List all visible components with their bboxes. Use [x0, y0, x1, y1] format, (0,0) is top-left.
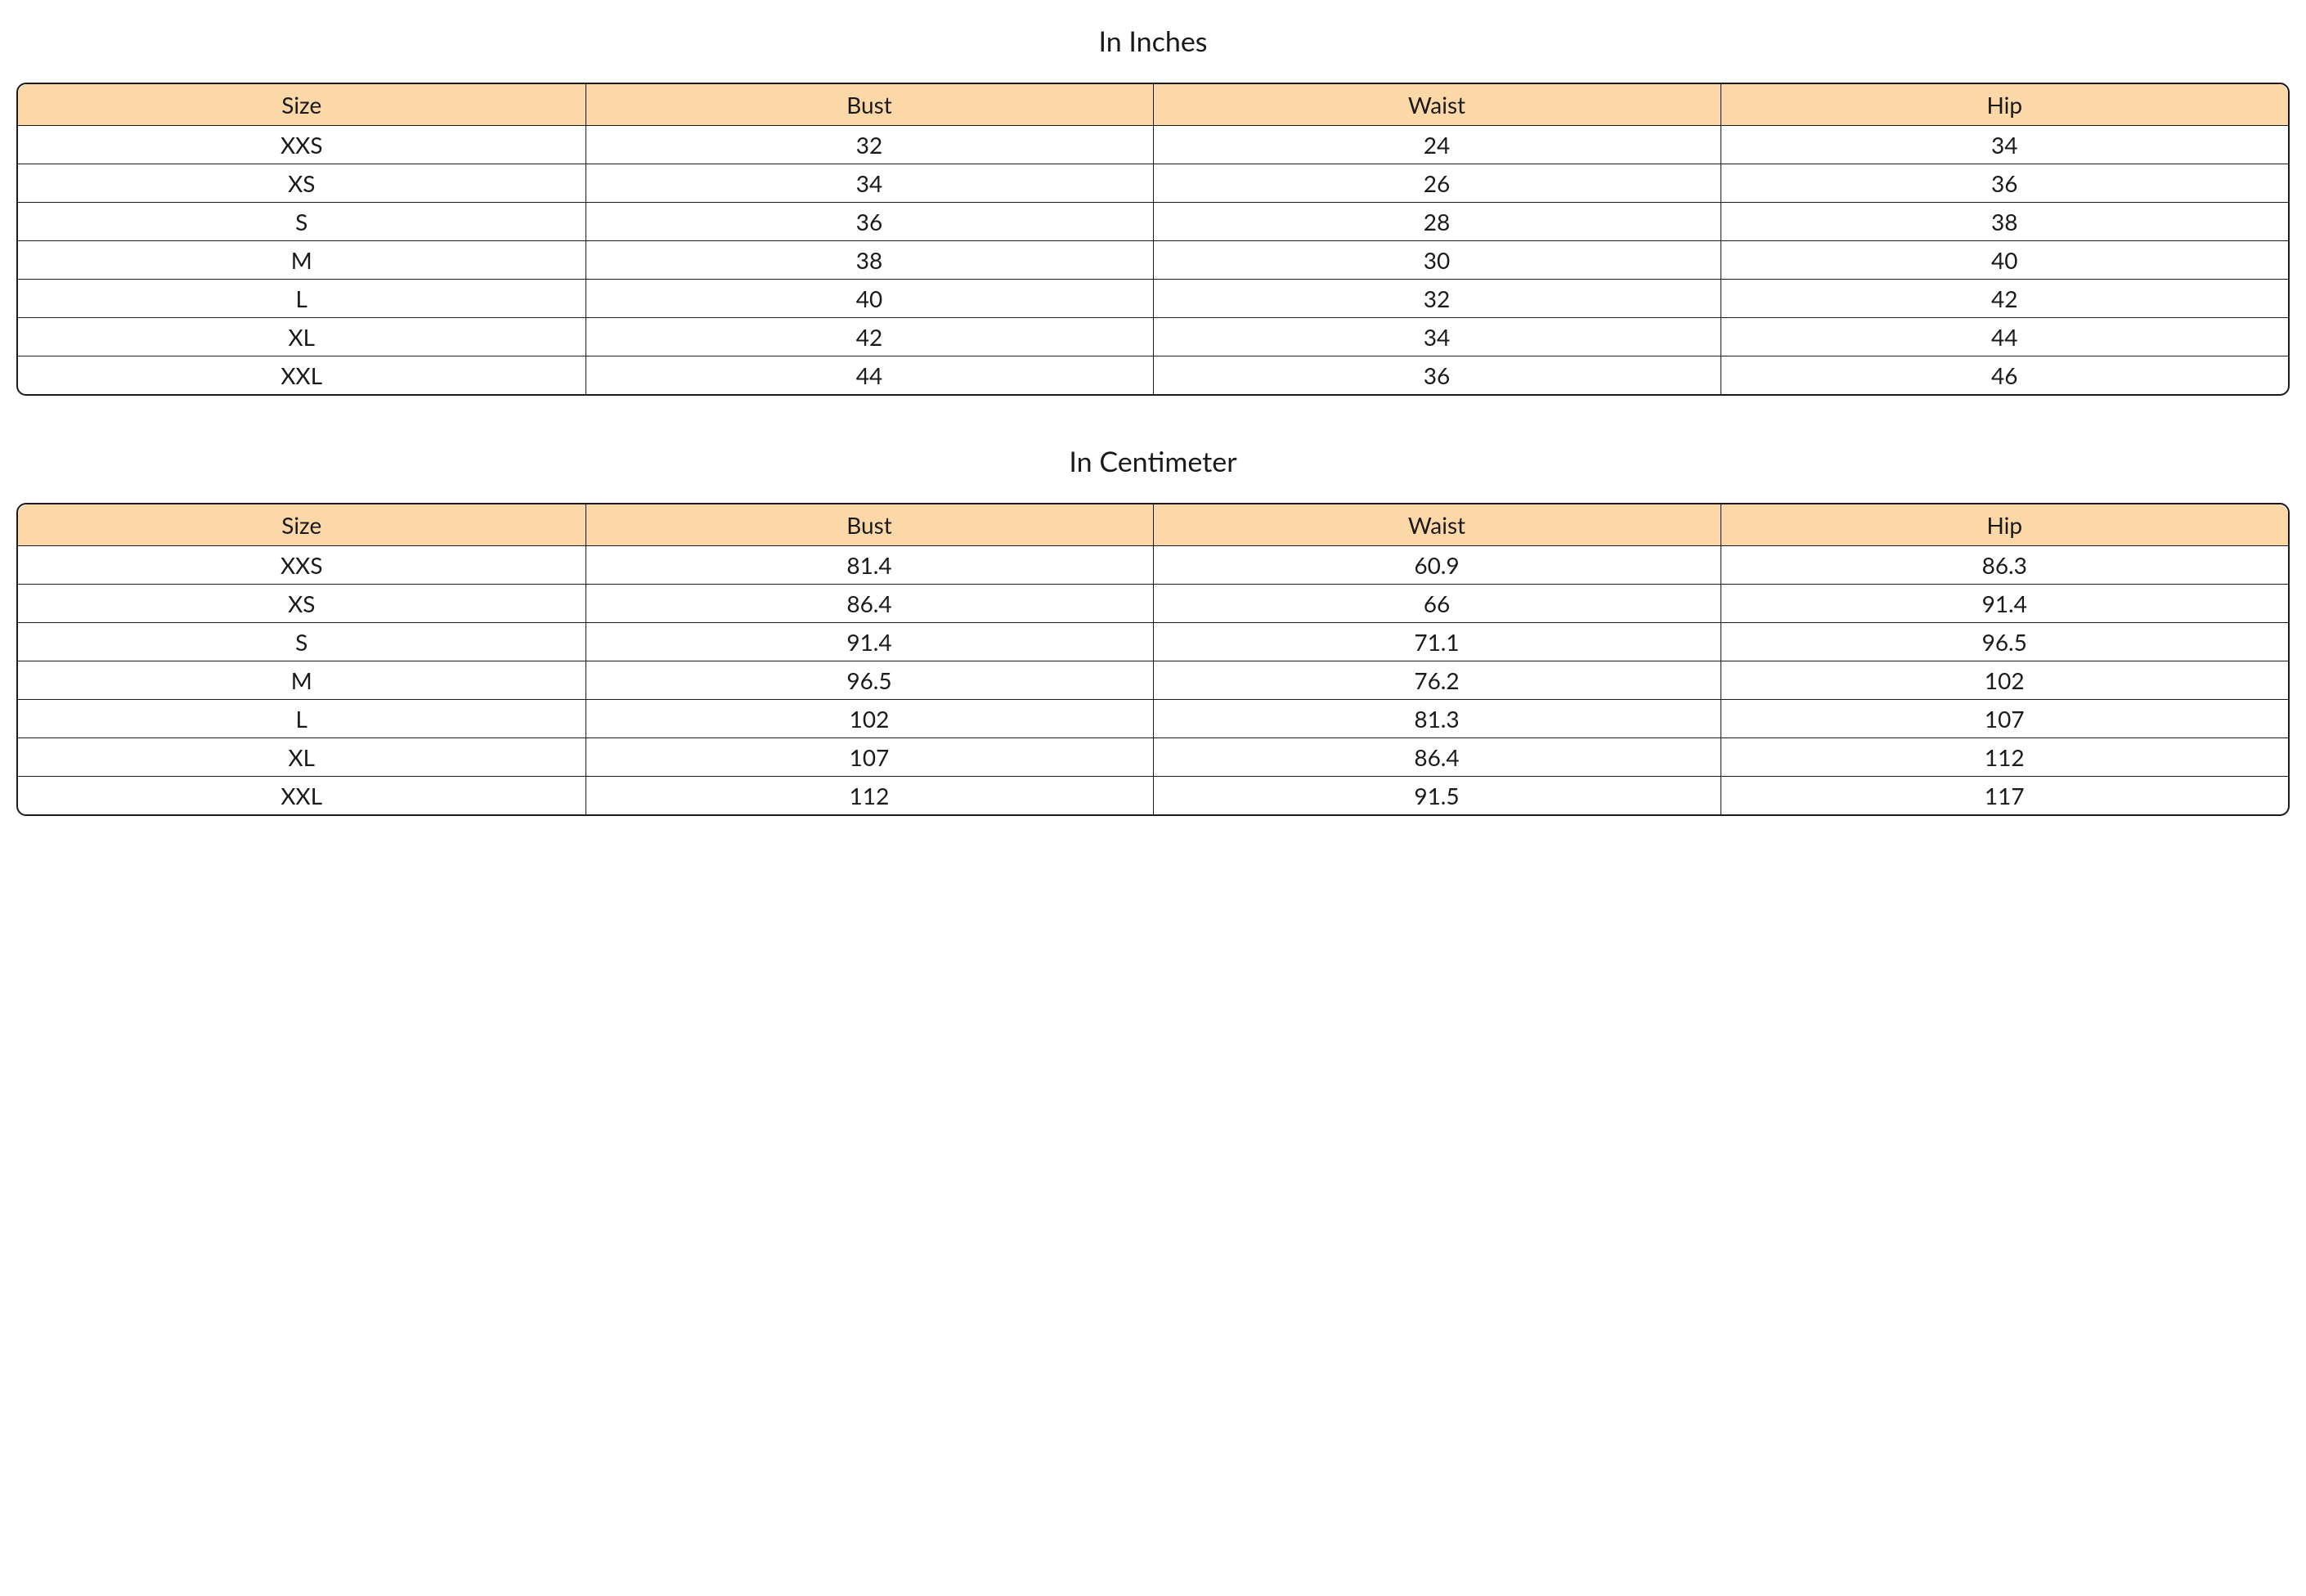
col-header-waist: Waist: [1153, 84, 1721, 126]
cell-hip: 34: [1721, 126, 2288, 164]
cell-bust: 34: [585, 164, 1153, 203]
cell-bust: 81.4: [585, 546, 1153, 585]
cell-size: S: [18, 203, 585, 241]
cell-waist: 32: [1153, 280, 1721, 318]
cell-hip: 96.5: [1721, 623, 2288, 661]
table-row: XS86.46691.4: [18, 585, 2288, 623]
table-centimeter: Size Bust Waist Hip XXS81.460.986.3 XS86…: [16, 503, 2290, 816]
cell-waist: 34: [1153, 318, 1721, 356]
section-title-inches: In Inches: [16, 25, 2290, 58]
table-row: XS342636: [18, 164, 2288, 203]
cell-bust: 40: [585, 280, 1153, 318]
col-header-hip: Hip: [1721, 504, 2288, 546]
cell-hip: 46: [1721, 356, 2288, 395]
col-header-bust: Bust: [585, 84, 1153, 126]
cell-waist: 36: [1153, 356, 1721, 395]
cell-hip: 102: [1721, 661, 2288, 700]
cell-hip: 117: [1721, 777, 2288, 815]
cell-hip: 44: [1721, 318, 2288, 356]
cell-size: XS: [18, 164, 585, 203]
cell-bust: 107: [585, 738, 1153, 777]
cell-size: XL: [18, 738, 585, 777]
cell-bust: 32: [585, 126, 1153, 164]
cell-bust: 42: [585, 318, 1153, 356]
cell-waist: 60.9: [1153, 546, 1721, 585]
cell-hip: 91.4: [1721, 585, 2288, 623]
cell-size: XS: [18, 585, 585, 623]
cell-waist: 91.5: [1153, 777, 1721, 815]
table-row: M96.576.2102: [18, 661, 2288, 700]
table-row: XXS81.460.986.3: [18, 546, 2288, 585]
cell-hip: 36: [1721, 164, 2288, 203]
cell-bust: 112: [585, 777, 1153, 815]
cell-hip: 38: [1721, 203, 2288, 241]
table-row: XL10786.4112: [18, 738, 2288, 777]
table-row: XL423444: [18, 318, 2288, 356]
cell-bust: 102: [585, 700, 1153, 738]
cell-bust: 86.4: [585, 585, 1153, 623]
table-row: S91.471.196.5: [18, 623, 2288, 661]
table-row: XXL11291.5117: [18, 777, 2288, 815]
cell-size: L: [18, 280, 585, 318]
cell-waist: 86.4: [1153, 738, 1721, 777]
table-row: XXS322434: [18, 126, 2288, 164]
cell-bust: 96.5: [585, 661, 1153, 700]
table-row: L403242: [18, 280, 2288, 318]
cell-waist: 28: [1153, 203, 1721, 241]
cell-size: XXL: [18, 356, 585, 395]
col-header-size: Size: [18, 504, 585, 546]
cell-waist: 71.1: [1153, 623, 1721, 661]
table-header-row: Size Bust Waist Hip: [18, 504, 2288, 546]
cell-size: L: [18, 700, 585, 738]
cell-bust: 91.4: [585, 623, 1153, 661]
table-header-row: Size Bust Waist Hip: [18, 84, 2288, 126]
table-inches: Size Bust Waist Hip XXS322434 XS342636 S…: [16, 83, 2290, 396]
cell-waist: 30: [1153, 241, 1721, 280]
section-title-centimeter: In Centimeter: [16, 445, 2290, 478]
col-header-waist: Waist: [1153, 504, 1721, 546]
col-header-size: Size: [18, 84, 585, 126]
cell-hip: 42: [1721, 280, 2288, 318]
cell-size: XXL: [18, 777, 585, 815]
cell-size: S: [18, 623, 585, 661]
cell-bust: 36: [585, 203, 1153, 241]
col-header-hip: Hip: [1721, 84, 2288, 126]
cell-size: M: [18, 661, 585, 700]
table-row: L10281.3107: [18, 700, 2288, 738]
table-row: XXL443646: [18, 356, 2288, 395]
cell-bust: 44: [585, 356, 1153, 395]
cell-hip: 40: [1721, 241, 2288, 280]
cell-waist: 76.2: [1153, 661, 1721, 700]
cell-hip: 107: [1721, 700, 2288, 738]
cell-size: XXS: [18, 546, 585, 585]
cell-waist: 66: [1153, 585, 1721, 623]
cell-waist: 81.3: [1153, 700, 1721, 738]
cell-waist: 26: [1153, 164, 1721, 203]
col-header-bust: Bust: [585, 504, 1153, 546]
cell-size: XL: [18, 318, 585, 356]
cell-hip: 112: [1721, 738, 2288, 777]
cell-size: M: [18, 241, 585, 280]
cell-waist: 24: [1153, 126, 1721, 164]
cell-hip: 86.3: [1721, 546, 2288, 585]
table-row: M383040: [18, 241, 2288, 280]
cell-size: XXS: [18, 126, 585, 164]
table-row: S362838: [18, 203, 2288, 241]
cell-bust: 38: [585, 241, 1153, 280]
